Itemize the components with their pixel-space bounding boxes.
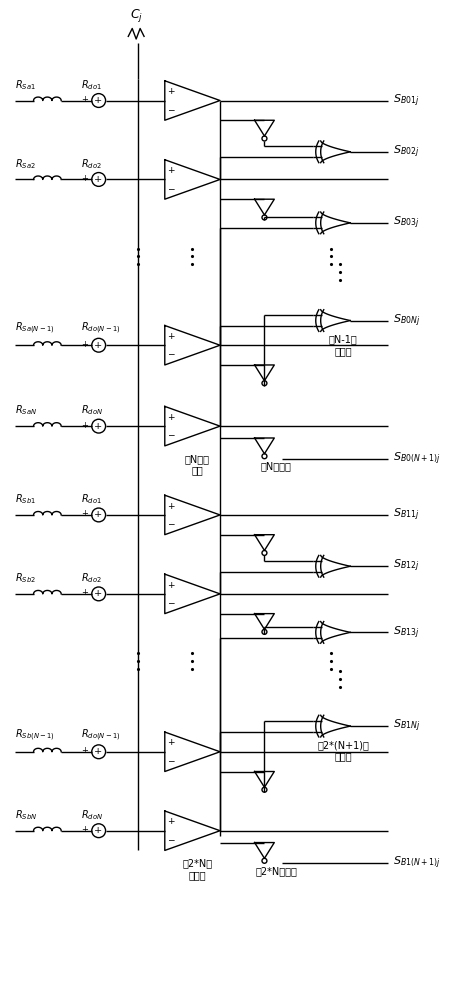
Text: +: + (82, 174, 88, 183)
Text: +: + (82, 825, 88, 834)
Text: $R_{SaN}$: $R_{SaN}$ (15, 403, 37, 417)
Text: −: − (167, 350, 175, 359)
Text: −: − (167, 105, 175, 114)
Text: +: + (93, 826, 102, 835)
Text: $R_{Sa1}$: $R_{Sa1}$ (15, 78, 36, 92)
Text: +: + (82, 421, 88, 430)
Text: $S_{B13j}$: $S_{B13j}$ (393, 624, 419, 641)
Text: $R_{Sb2}$: $R_{Sb2}$ (15, 571, 36, 585)
Text: $R_{Sa(N-1)}$: $R_{Sa(N-1)}$ (15, 321, 55, 336)
Text: 第N个非门: 第N个非门 (261, 462, 292, 472)
Text: +: + (93, 747, 102, 756)
Text: $S_{B0Nj}$: $S_{B0Nj}$ (393, 312, 420, 329)
Text: $S_{B1(N+1)j}$: $S_{B1(N+1)j}$ (393, 855, 441, 871)
Text: +: + (167, 332, 175, 341)
Text: $R_{SbN}$: $R_{SbN}$ (15, 808, 37, 822)
Text: +: + (167, 87, 175, 96)
Text: +: + (82, 95, 88, 104)
Text: −: − (167, 519, 175, 528)
Text: +: + (167, 817, 175, 826)
Text: $R_{Sb1}$: $R_{Sb1}$ (15, 492, 36, 506)
Text: +: + (93, 175, 102, 184)
Text: $R_{Sa2}$: $R_{Sa2}$ (15, 157, 36, 171)
Text: 第2*N个非门: 第2*N个非门 (255, 866, 297, 876)
Text: 第N个比
较器: 第N个比 较器 (185, 454, 210, 475)
Text: −: − (167, 756, 175, 765)
Text: $R_{do1}$: $R_{do1}$ (81, 78, 102, 92)
Text: +: + (82, 509, 88, 518)
Text: $R_{Sb(N-1)}$: $R_{Sb(N-1)}$ (15, 727, 55, 743)
Text: +: + (167, 581, 175, 590)
Text: $S_{B01j}$: $S_{B01j}$ (393, 92, 419, 109)
Text: 第2*N个
比较器: 第2*N个 比较器 (182, 858, 212, 880)
Text: $S_{B02j}$: $S_{B02j}$ (393, 144, 419, 160)
Text: 第2*(N+1)个
异或门: 第2*(N+1)个 异或门 (318, 740, 369, 762)
Text: −: − (167, 598, 175, 607)
Text: −: − (167, 431, 175, 440)
Text: +: + (167, 738, 175, 747)
Text: +: + (167, 413, 175, 422)
Text: $S_{B12j}$: $S_{B12j}$ (393, 558, 419, 574)
Text: $R_{do(N-1)}$: $R_{do(N-1)}$ (81, 727, 121, 743)
Text: +: + (93, 589, 102, 598)
Text: $R_{do2}$: $R_{do2}$ (81, 157, 102, 171)
Text: +: + (82, 746, 88, 755)
Text: $R_{do(N-1)}$: $R_{do(N-1)}$ (81, 321, 121, 336)
Text: +: + (82, 588, 88, 597)
Text: +: + (93, 510, 102, 519)
Text: +: + (93, 96, 102, 105)
Text: +: + (93, 422, 102, 431)
Text: 第N-1个
异或门: 第N-1个 异或门 (329, 334, 358, 356)
Text: $R_{doN}$: $R_{doN}$ (81, 808, 103, 822)
Text: $S_{B11j}$: $S_{B11j}$ (393, 507, 419, 523)
Text: $S_{B1Nj}$: $S_{B1Nj}$ (393, 718, 420, 734)
Text: +: + (93, 341, 102, 350)
Text: $S_{B0(N+1)j}$: $S_{B0(N+1)j}$ (393, 451, 441, 467)
Text: $R_{do2}$: $R_{do2}$ (81, 571, 102, 585)
Text: $C_j$: $C_j$ (129, 7, 143, 24)
Text: +: + (167, 166, 175, 175)
Text: −: − (167, 184, 175, 193)
Text: $R_{doN}$: $R_{doN}$ (81, 403, 103, 417)
Text: +: + (167, 502, 175, 511)
Text: $S_{B03j}$: $S_{B03j}$ (393, 215, 419, 231)
Text: +: + (82, 340, 88, 349)
Text: −: − (167, 835, 175, 844)
Text: $R_{do1}$: $R_{do1}$ (81, 492, 102, 506)
